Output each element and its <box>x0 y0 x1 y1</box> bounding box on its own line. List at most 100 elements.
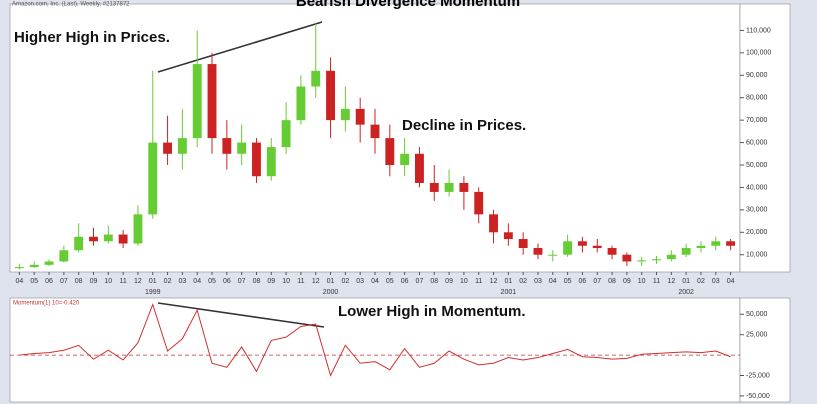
x-tick-label: 01 <box>504 278 512 285</box>
candle-body <box>370 124 380 139</box>
x-tick-label: 03 <box>712 278 720 285</box>
candle-body <box>177 138 187 154</box>
x-tick-label: 05 <box>564 278 572 285</box>
x-tick-label: 07 <box>416 278 424 285</box>
y-tick-label: -25,000 <box>746 372 770 379</box>
annotation: Decline in Prices. <box>402 117 526 134</box>
momentum-line <box>19 302 731 377</box>
x-tick-label: 05 <box>30 278 38 285</box>
x-tick-label: 01 <box>682 278 690 285</box>
year-label: 2002 <box>678 289 694 296</box>
x-tick-label: 08 <box>253 278 261 285</box>
year-label: 2000 <box>323 289 339 296</box>
candle-body <box>503 232 513 240</box>
candle-body <box>592 245 602 248</box>
x-tick-label: 04 <box>193 278 201 285</box>
y-tick-label: 110,000 <box>746 27 771 34</box>
candle-body <box>252 142 261 177</box>
candle-body <box>622 254 632 262</box>
y-tick-label: 50,000 <box>746 311 768 318</box>
x-tick-label: 07 <box>60 278 68 285</box>
candle-body <box>163 142 173 154</box>
y-tick-label: 80,000 <box>746 95 768 102</box>
candle-body <box>563 241 573 255</box>
candle-body <box>44 261 54 265</box>
x-tick-label: 03 <box>356 278 364 285</box>
x-tick-label: 06 <box>45 278 53 285</box>
candle-body <box>59 250 69 262</box>
candle-body <box>489 214 498 233</box>
y-tick-label: 40,000 <box>746 184 768 191</box>
candle-body <box>118 234 128 244</box>
candle-body <box>577 241 587 246</box>
y-tick-label: 25,000 <box>746 332 768 339</box>
x-tick-label: 12 <box>134 278 142 285</box>
candle-body <box>237 142 247 154</box>
candle-body <box>29 264 39 268</box>
x-tick-label: 02 <box>697 278 705 285</box>
x-tick-label: 11 <box>653 278 660 285</box>
x-tick-label: 08 <box>608 278 616 285</box>
x-tick-label: 06 <box>401 278 409 285</box>
candle-body <box>444 182 454 192</box>
x-tick-label: 10 <box>104 278 112 285</box>
x-tick-label: 02 <box>341 278 349 285</box>
candle-body <box>355 108 365 125</box>
candle-body <box>726 241 736 246</box>
trend-line <box>157 21 323 73</box>
candle-body <box>666 254 676 260</box>
candle-body <box>103 234 113 242</box>
year-label: 1999 <box>145 289 161 296</box>
chart-title: Bearish Divergence Momentum <box>296 0 520 10</box>
x-tick-label: 05 <box>208 278 216 285</box>
candle-body <box>148 142 158 215</box>
x-tick-label: 12 <box>490 278 498 285</box>
candle-body <box>311 70 321 87</box>
x-tick-label: 04 <box>727 278 735 285</box>
candle-body <box>415 153 424 183</box>
candle-body <box>133 214 143 244</box>
price-axis-pane <box>739 3 791 273</box>
x-tick-label: 10 <box>282 278 290 285</box>
x-tick-label: 09 <box>267 278 275 285</box>
x-tick-label: 04 <box>16 278 24 285</box>
candle-body <box>222 138 232 154</box>
candle-body <box>14 267 24 269</box>
candle-body <box>474 191 484 215</box>
candle-body <box>266 147 276 177</box>
x-tick-label: 09 <box>445 278 453 285</box>
x-tick-label: 03 <box>178 278 186 285</box>
x-tick-label: 12 <box>667 278 675 285</box>
y-tick-label: 90,000 <box>746 72 768 79</box>
x-tick-label: 03 <box>534 278 542 285</box>
y-tick-label: 50,000 <box>746 162 768 169</box>
y-tick-label: 70,000 <box>746 117 768 124</box>
x-tick-label: 11 <box>475 278 482 285</box>
candle-body <box>681 248 691 255</box>
x-tick-label: 05 <box>386 278 394 285</box>
momentum-axis-pane <box>739 297 791 403</box>
x-tick-label: 07 <box>593 278 601 285</box>
candle-body <box>326 70 335 121</box>
y-tick-label: 10,000 <box>746 252 768 259</box>
y-tick-label: 100,000 <box>746 50 771 57</box>
x-tick-label: 01 <box>327 278 335 285</box>
y-tick-label: 60,000 <box>746 139 768 146</box>
x-tick-label: 12 <box>312 278 320 285</box>
x-tick-label: 08 <box>75 278 83 285</box>
x-tick-label: 09 <box>623 278 631 285</box>
candle-body <box>89 236 98 242</box>
y-tick-label: -50,000 <box>746 393 770 400</box>
x-tick-label: 10 <box>638 278 646 285</box>
x-tick-label: 04 <box>549 278 557 285</box>
x-tick-label: 08 <box>430 278 438 285</box>
candle-body <box>74 236 84 251</box>
y-tick-label: 20,000 <box>746 229 768 236</box>
candle-body <box>459 182 469 192</box>
candle-body <box>548 254 558 256</box>
candle-body <box>385 138 395 166</box>
candle-body <box>711 241 721 246</box>
year-label: 2001 <box>501 289 517 296</box>
candle-body <box>400 153 410 166</box>
